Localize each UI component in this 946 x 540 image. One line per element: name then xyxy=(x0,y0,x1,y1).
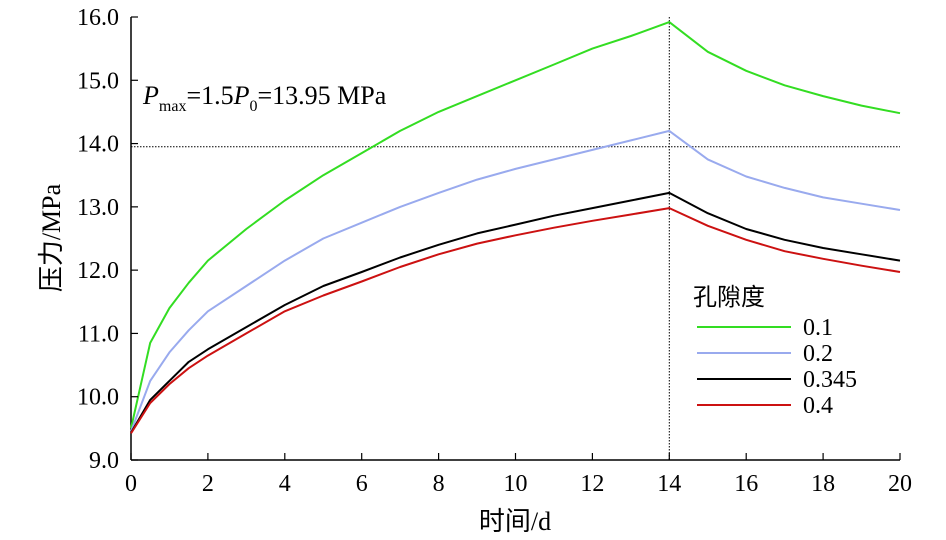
legend-label-0.2: 0.2 xyxy=(803,341,833,367)
y-tick-label: 9.0 xyxy=(89,448,119,474)
y-tick-label: 14.0 xyxy=(77,132,119,158)
x-tick-label: 4 xyxy=(279,471,291,497)
y-tick-label: 15.0 xyxy=(77,68,119,94)
x-tick-label: 18 xyxy=(811,471,835,497)
x-tick-label: 14 xyxy=(657,471,681,497)
y-tick-label: 10.0 xyxy=(77,385,119,411)
y-tick-label: 13.0 xyxy=(77,195,119,221)
series-line-0.345 xyxy=(130,191,901,434)
series-line-0.4 xyxy=(130,207,901,434)
y-tick-label: 16.0 xyxy=(77,5,119,31)
series-layer xyxy=(130,21,901,434)
legend-title: 孔隙度 xyxy=(693,284,765,311)
x-tick-label: 2 xyxy=(202,471,214,497)
x-tick-label: 8 xyxy=(433,471,445,497)
legend-label-0.1: 0.1 xyxy=(803,315,833,341)
y-tick-label: 11.0 xyxy=(78,321,119,347)
x-tick-label: 10 xyxy=(504,471,528,497)
x-tick-label: 16 xyxy=(734,471,758,497)
x-tick-label: 6 xyxy=(356,471,368,497)
x-axis-label: 时间/d xyxy=(479,507,551,536)
y-ticks: 9.0 10.0 11.0 12.0 13.0 14.0 15.0 16.0 xyxy=(77,5,138,474)
x-tick-label: 0 xyxy=(125,471,137,497)
y-axis-label: 压力/MPa xyxy=(37,183,66,292)
legend-label-0.4: 0.4 xyxy=(803,393,833,419)
x-ticks: 0 2 4 6 8 10 12 14 16 18 20 xyxy=(125,453,912,497)
series-line-0.2 xyxy=(130,129,901,432)
legend-label-0.345: 0.345 xyxy=(803,367,857,393)
reference-lines xyxy=(131,17,900,460)
series-line-0.1 xyxy=(130,21,901,429)
x-tick-label: 12 xyxy=(580,471,604,497)
pmax-annotation: Pmax=1.5P0=13.95 MPa xyxy=(142,81,387,115)
x-tick-label: 20 xyxy=(888,471,912,497)
y-tick-label: 12.0 xyxy=(77,258,119,284)
